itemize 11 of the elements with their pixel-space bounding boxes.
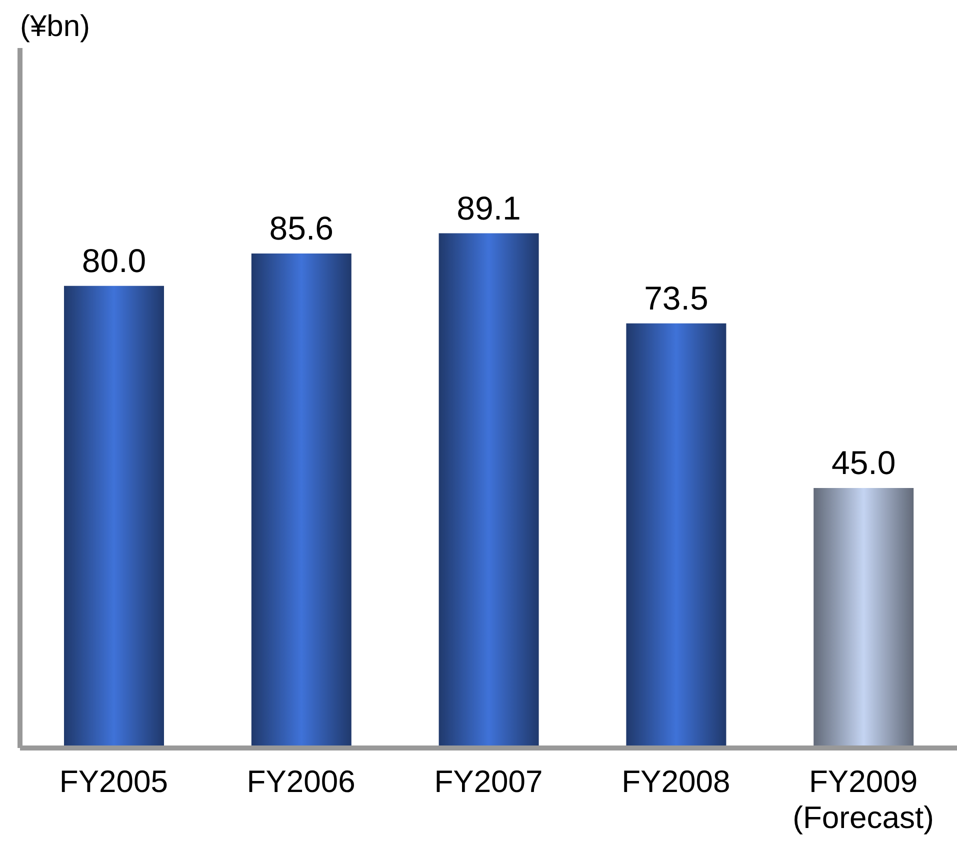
data-label: 45.0 bbox=[831, 444, 896, 482]
x-tick-label: FY2007 bbox=[434, 764, 543, 799]
x-tick-label: FY2005 bbox=[59, 764, 168, 799]
data-label: 80.0 bbox=[82, 242, 146, 279]
data-label: 89.1 bbox=[456, 189, 521, 226]
x-tick-label: FY2008 bbox=[622, 764, 730, 799]
x-tick-label: FY2009 (Forecast) bbox=[792, 764, 934, 835]
x-tick-label: FY2006 bbox=[246, 764, 356, 799]
data-label: 73.5 bbox=[644, 279, 708, 316]
data-label: 85.6 bbox=[269, 210, 334, 247]
text: (¥bn) bbox=[20, 10, 90, 44]
